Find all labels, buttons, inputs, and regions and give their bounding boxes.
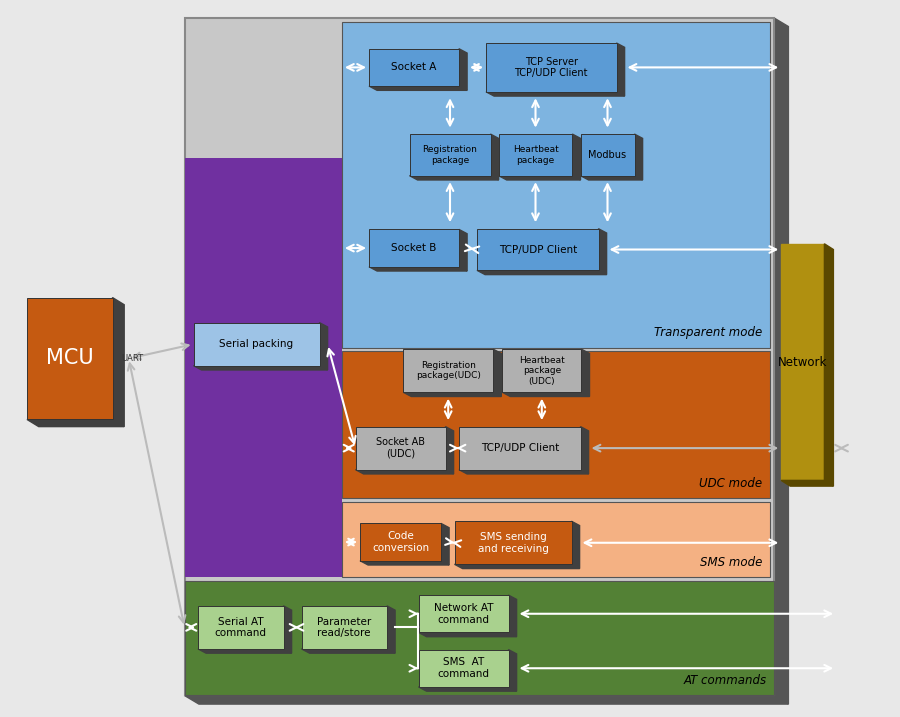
Polygon shape (198, 649, 292, 653)
FancyBboxPatch shape (454, 521, 572, 564)
FancyBboxPatch shape (342, 351, 770, 498)
Text: Socket A: Socket A (392, 62, 436, 72)
Text: Transparent mode: Transparent mode (654, 326, 762, 339)
Polygon shape (491, 134, 499, 180)
FancyBboxPatch shape (198, 606, 284, 649)
FancyBboxPatch shape (418, 595, 508, 632)
Polygon shape (580, 427, 589, 474)
Polygon shape (493, 349, 501, 397)
Polygon shape (27, 419, 124, 427)
Text: SMS sending
and receiving: SMS sending and receiving (478, 532, 548, 554)
Polygon shape (446, 427, 454, 474)
Text: SMS mode: SMS mode (700, 556, 762, 569)
Polygon shape (508, 650, 517, 691)
Polygon shape (112, 298, 124, 427)
Polygon shape (369, 86, 467, 90)
FancyBboxPatch shape (194, 323, 320, 366)
Polygon shape (441, 523, 449, 565)
Text: Parameter
read/store: Parameter read/store (317, 617, 372, 638)
Text: AT commands: AT commands (684, 674, 767, 687)
Polygon shape (403, 392, 501, 397)
Text: Socket AB
(UDC): Socket AB (UDC) (376, 437, 425, 459)
Text: UART: UART (122, 354, 143, 363)
FancyBboxPatch shape (369, 49, 459, 86)
Polygon shape (418, 632, 517, 637)
Polygon shape (774, 18, 788, 704)
Text: TCP Server
TCP/UDP Client: TCP Server TCP/UDP Client (515, 57, 588, 78)
FancyBboxPatch shape (342, 22, 770, 348)
FancyBboxPatch shape (486, 43, 617, 92)
FancyBboxPatch shape (184, 581, 774, 695)
FancyBboxPatch shape (418, 650, 508, 687)
FancyBboxPatch shape (477, 229, 598, 270)
Text: TCP/UDP Client: TCP/UDP Client (481, 443, 559, 453)
FancyBboxPatch shape (502, 349, 581, 392)
Polygon shape (781, 244, 824, 480)
Polygon shape (184, 695, 788, 704)
FancyBboxPatch shape (410, 134, 490, 176)
Polygon shape (477, 270, 607, 275)
Polygon shape (320, 323, 328, 370)
Polygon shape (634, 134, 643, 180)
Polygon shape (360, 561, 449, 565)
Text: MCU: MCU (46, 348, 94, 369)
FancyBboxPatch shape (27, 298, 112, 419)
Text: Network: Network (778, 356, 827, 369)
FancyBboxPatch shape (403, 349, 493, 392)
Polygon shape (616, 43, 625, 96)
FancyBboxPatch shape (459, 427, 580, 470)
Polygon shape (508, 595, 517, 637)
Text: Serial AT
command: Serial AT command (215, 617, 266, 638)
Text: SMS  AT
command: SMS AT command (437, 657, 490, 679)
FancyBboxPatch shape (356, 427, 446, 470)
Polygon shape (410, 176, 499, 180)
Text: Heartbeat
package
(UDC): Heartbeat package (UDC) (519, 356, 564, 386)
Text: UDC mode: UDC mode (699, 477, 762, 490)
Polygon shape (418, 687, 517, 691)
Text: Registration
package: Registration package (423, 145, 477, 165)
Polygon shape (459, 229, 467, 271)
Polygon shape (454, 564, 580, 569)
Polygon shape (459, 49, 467, 90)
Polygon shape (486, 92, 625, 96)
FancyBboxPatch shape (369, 229, 459, 267)
Text: TCP/UDP Client: TCP/UDP Client (499, 244, 577, 255)
Polygon shape (572, 521, 580, 569)
Polygon shape (598, 229, 607, 275)
Polygon shape (499, 176, 580, 180)
FancyBboxPatch shape (499, 134, 572, 176)
Polygon shape (369, 267, 467, 271)
Polygon shape (194, 366, 328, 370)
Text: Registration
package(UDC): Registration package(UDC) (416, 361, 481, 381)
Polygon shape (781, 480, 833, 486)
FancyBboxPatch shape (184, 18, 774, 695)
Polygon shape (824, 244, 833, 486)
Polygon shape (581, 349, 590, 397)
Polygon shape (459, 470, 589, 474)
Text: Network AT
command: Network AT command (434, 603, 493, 625)
FancyBboxPatch shape (360, 523, 441, 561)
Polygon shape (572, 134, 580, 180)
Polygon shape (302, 649, 395, 653)
Text: Serial packing: Serial packing (220, 339, 293, 349)
FancyBboxPatch shape (342, 502, 770, 577)
Text: Code
conversion: Code conversion (372, 531, 429, 553)
Polygon shape (387, 606, 395, 653)
Polygon shape (284, 606, 292, 653)
Polygon shape (580, 176, 643, 180)
Text: Heartbeat
package: Heartbeat package (513, 145, 558, 165)
FancyBboxPatch shape (302, 606, 387, 649)
FancyBboxPatch shape (580, 134, 634, 176)
Text: Socket B: Socket B (392, 243, 436, 253)
Polygon shape (356, 470, 454, 474)
Polygon shape (502, 392, 590, 397)
Text: Modbus: Modbus (589, 150, 626, 160)
FancyBboxPatch shape (184, 158, 342, 577)
